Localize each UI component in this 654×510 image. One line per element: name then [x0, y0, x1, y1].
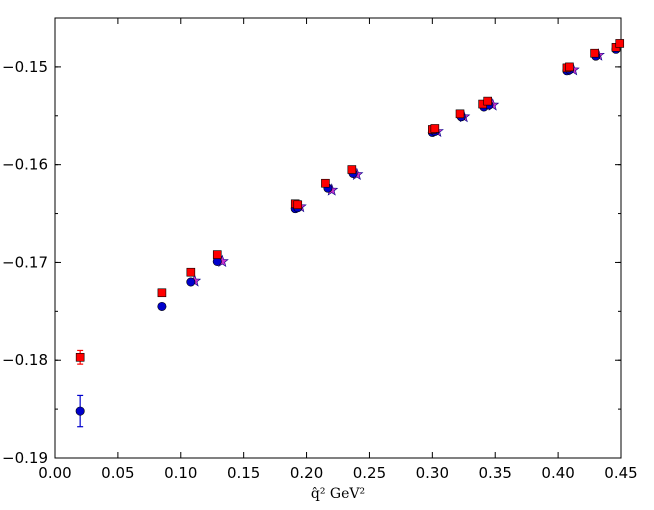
plot-area — [54, 17, 622, 459]
y-tick-label: −0.15 — [2, 58, 48, 76]
y-tick-label: −0.17 — [2, 253, 48, 271]
x-tick-label: 0.20 — [290, 464, 323, 482]
data-point-square — [186, 267, 196, 277]
data-point-square — [293, 200, 303, 210]
data-point-square — [212, 250, 222, 259]
data-marks — [75, 39, 625, 428]
y-tick-label: −0.16 — [2, 156, 48, 174]
x-axis-label: q̂² GeV² — [311, 486, 365, 502]
data-point-square — [615, 39, 625, 48]
data-point-square — [321, 178, 330, 188]
x-tick-label: 0.10 — [164, 464, 197, 482]
data-point-circle — [75, 406, 85, 416]
data-point-square — [75, 352, 85, 362]
data-point-circle — [186, 277, 196, 287]
x-tick-label: 0.35 — [479, 464, 512, 482]
x-tick-label: 0.05 — [101, 464, 134, 482]
data-point-square — [483, 96, 492, 106]
x-tick-label: 0.15 — [227, 464, 260, 482]
data-point-square — [430, 124, 440, 133]
data-point-square — [347, 165, 357, 174]
data-point-square — [455, 109, 465, 119]
data-point-circle — [157, 301, 167, 311]
y-tick-label: −0.19 — [2, 449, 48, 467]
data-point-square — [157, 288, 167, 298]
x-tick-label: 0.40 — [541, 464, 574, 482]
data-point-square — [590, 48, 599, 58]
x-tick-label: 0.00 — [38, 464, 71, 482]
axis-ticks: 0.00 0.05 0.10 0.15 0.20 0.25 0.30 0.35 0.40 0.45… — [2, 17, 638, 482]
x-tick-label: 0.25 — [353, 464, 386, 482]
x-tick-label: 0.45 — [604, 464, 637, 482]
x-tick-label: 0.30 — [416, 464, 449, 482]
y-tick-label: −0.18 — [2, 351, 48, 369]
data-point-square — [565, 62, 574, 72]
